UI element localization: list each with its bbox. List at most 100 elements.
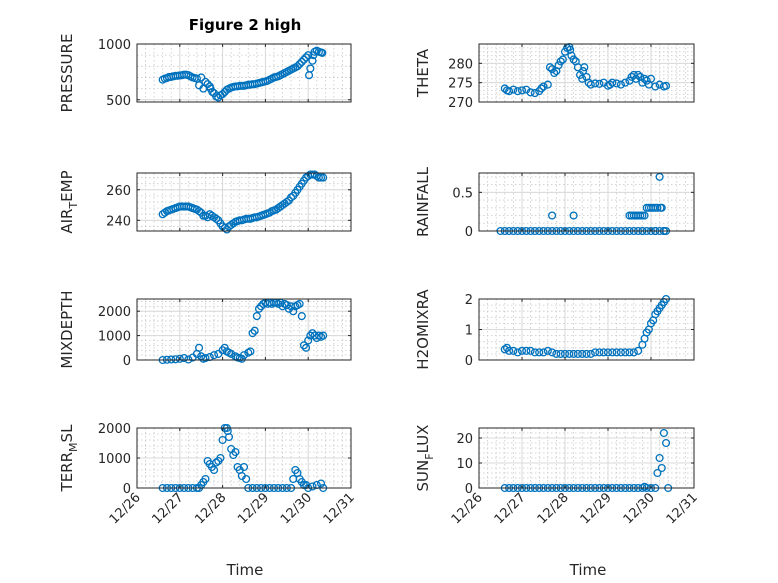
data-point xyxy=(224,432,234,442)
data-point xyxy=(216,453,225,463)
axes-box xyxy=(478,427,695,489)
data-point xyxy=(201,77,210,86)
data-point xyxy=(566,45,575,54)
y-axis-label: THETA xyxy=(414,48,432,98)
data-point xyxy=(640,211,649,220)
y-tick-label: 500 xyxy=(106,94,131,109)
data-point xyxy=(201,474,210,484)
data-point xyxy=(517,346,527,355)
x-tick-label: 12/28 xyxy=(535,490,572,527)
data-point xyxy=(299,55,308,64)
data-point xyxy=(608,348,617,357)
x-tick-label: 12/28 xyxy=(192,490,229,527)
data-point xyxy=(319,173,328,182)
data-point xyxy=(537,84,546,93)
data-point xyxy=(205,353,214,362)
y-axis-label: TERRMSL xyxy=(58,424,80,493)
data-point xyxy=(565,349,574,358)
data-point xyxy=(308,482,317,491)
data-point xyxy=(567,51,576,60)
data-point xyxy=(578,74,587,83)
data-point xyxy=(603,348,613,357)
y-tick-label: 260 xyxy=(106,184,131,199)
data-point xyxy=(545,63,554,72)
data-point xyxy=(287,193,296,202)
data-point xyxy=(646,74,656,83)
data-point xyxy=(513,348,522,357)
y-tick-label: 2 xyxy=(465,293,473,308)
data-point xyxy=(250,326,259,335)
data-point xyxy=(209,351,219,360)
data-point xyxy=(550,68,559,78)
data-point xyxy=(248,329,257,338)
data-point xyxy=(569,349,578,358)
y-tick-label: 20 xyxy=(456,432,473,447)
subplot-air: 240 260 AIRTEMP xyxy=(58,170,352,234)
data-point xyxy=(612,79,621,88)
y-axis-label: SUNFLUX xyxy=(414,425,436,492)
data-point xyxy=(175,354,184,363)
data-point xyxy=(201,353,210,363)
data-point xyxy=(509,346,518,355)
data-point xyxy=(171,355,180,364)
data-point xyxy=(599,348,608,357)
data-point xyxy=(629,348,638,357)
data-point xyxy=(302,53,311,62)
data-point xyxy=(297,57,306,66)
data-point xyxy=(509,85,518,94)
subplot-pressure: 500 1000 PRESSURE xyxy=(58,34,352,113)
data-point xyxy=(621,348,630,357)
y-axis-label: PRESSURE xyxy=(58,34,76,113)
data-point xyxy=(651,82,660,91)
data-point xyxy=(548,65,557,74)
data-point xyxy=(218,90,227,99)
x-tick-label: 12/31 xyxy=(321,490,358,527)
x-axis-label-left: Time xyxy=(226,561,264,579)
data-point xyxy=(500,345,509,354)
data-point xyxy=(246,347,255,356)
x-tick-label: 12/31 xyxy=(664,490,701,527)
data-point xyxy=(543,346,552,355)
x-axis-label-right: Time xyxy=(569,561,607,579)
y-tick-label: 1000 xyxy=(98,330,131,345)
data-point xyxy=(556,349,565,358)
data-point xyxy=(212,214,221,223)
subplot-h2omixra: 0 1 2 H2OMIXRA xyxy=(414,289,695,370)
axes-box xyxy=(136,298,352,361)
data-point xyxy=(548,211,557,220)
data-point xyxy=(634,70,643,79)
data-point xyxy=(229,219,238,228)
data-point xyxy=(616,348,625,357)
data-point xyxy=(302,343,311,352)
data-point xyxy=(505,87,514,96)
y-tick-label: 0 xyxy=(465,354,473,369)
data-point xyxy=(548,348,557,357)
data-point xyxy=(556,57,565,66)
data-point xyxy=(554,61,563,70)
data-point xyxy=(539,348,548,357)
data-point xyxy=(653,203,662,212)
data-point xyxy=(505,346,514,355)
data-point xyxy=(595,348,604,357)
y-axis-label: MIXDEPTH xyxy=(58,290,76,368)
data-point xyxy=(655,453,664,463)
y-tick-label: 1000 xyxy=(98,38,131,53)
data-point xyxy=(304,51,313,60)
data-point xyxy=(265,208,274,217)
data-point xyxy=(297,312,306,321)
data-point xyxy=(513,87,522,96)
y-tick-label: 0 xyxy=(465,225,473,240)
data-point xyxy=(306,64,315,73)
y-axis-label: RAINFALL xyxy=(414,166,432,237)
data-point xyxy=(295,60,304,69)
data-point xyxy=(209,465,219,475)
data-point xyxy=(239,462,249,472)
data-point xyxy=(160,208,169,217)
data-point xyxy=(535,348,544,357)
data-point xyxy=(569,55,578,64)
data-point xyxy=(625,348,634,357)
data-point xyxy=(195,343,204,352)
y-tick-label: 0 xyxy=(123,354,131,369)
